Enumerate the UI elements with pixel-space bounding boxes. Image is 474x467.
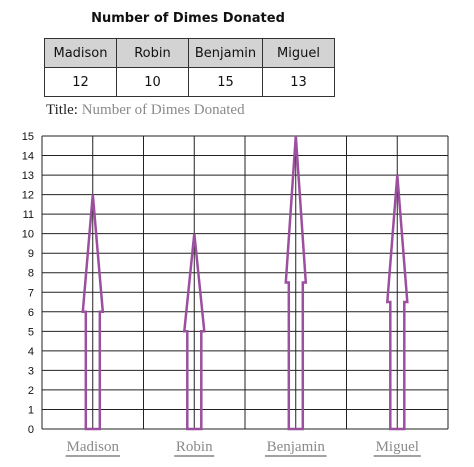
x-tick-label: Madison: [67, 439, 120, 455]
arrow-mark: [284, 135, 308, 431]
table-header-cell: Robin: [116, 38, 189, 68]
y-tick-label: 2: [28, 385, 34, 397]
y-tick-label: 9: [28, 248, 34, 260]
graph-title-label: Title:: [46, 102, 78, 118]
table-cell: 13: [262, 67, 335, 97]
y-tick-label: 7: [28, 287, 34, 299]
table-cell: 15: [188, 67, 263, 97]
arrow-mark: [385, 175, 409, 431]
arrow-mark: [182, 233, 206, 431]
table-cell: 10: [116, 67, 189, 97]
y-tick-label: 14: [22, 151, 34, 163]
y-tick-label: 5: [28, 326, 34, 338]
y-tick-label: 11: [23, 209, 34, 221]
x-tick-label: Benjamin: [267, 439, 326, 455]
y-tick-label: 0: [28, 424, 34, 436]
table-cell: 12: [44, 67, 117, 97]
y-tick-label: 13: [22, 170, 34, 182]
y-tick-label: 6: [28, 307, 34, 319]
y-tick-label: 8: [28, 268, 34, 280]
y-tick-label: 12: [22, 190, 34, 202]
y-tick-label: 15: [22, 131, 34, 143]
arrow-mark: [81, 194, 105, 431]
table-header-row: Madison Robin Benjamin Miguel: [44, 38, 335, 68]
table-header-cell: Miguel: [262, 38, 335, 68]
x-tick-label: Miguel: [376, 439, 419, 455]
y-tick-label: 4: [28, 346, 34, 358]
x-tick-label: Robin: [176, 439, 213, 455]
y-tick-label: 1: [28, 404, 34, 416]
y-tick-label: 10: [22, 229, 34, 241]
table-title: Number of Dimes Donated: [91, 11, 285, 26]
table-header-cell: Benjamin: [188, 38, 263, 68]
table-row: 12 10 15 13: [44, 67, 335, 97]
graph-title: Title: Number of Dimes Donated: [46, 102, 245, 119]
graph-title-value: Number of Dimes Donated: [81, 102, 245, 118]
y-tick-label: 3: [28, 365, 34, 377]
data-table: Madison Robin Benjamin Miguel 12 10 15 1…: [44, 38, 335, 97]
